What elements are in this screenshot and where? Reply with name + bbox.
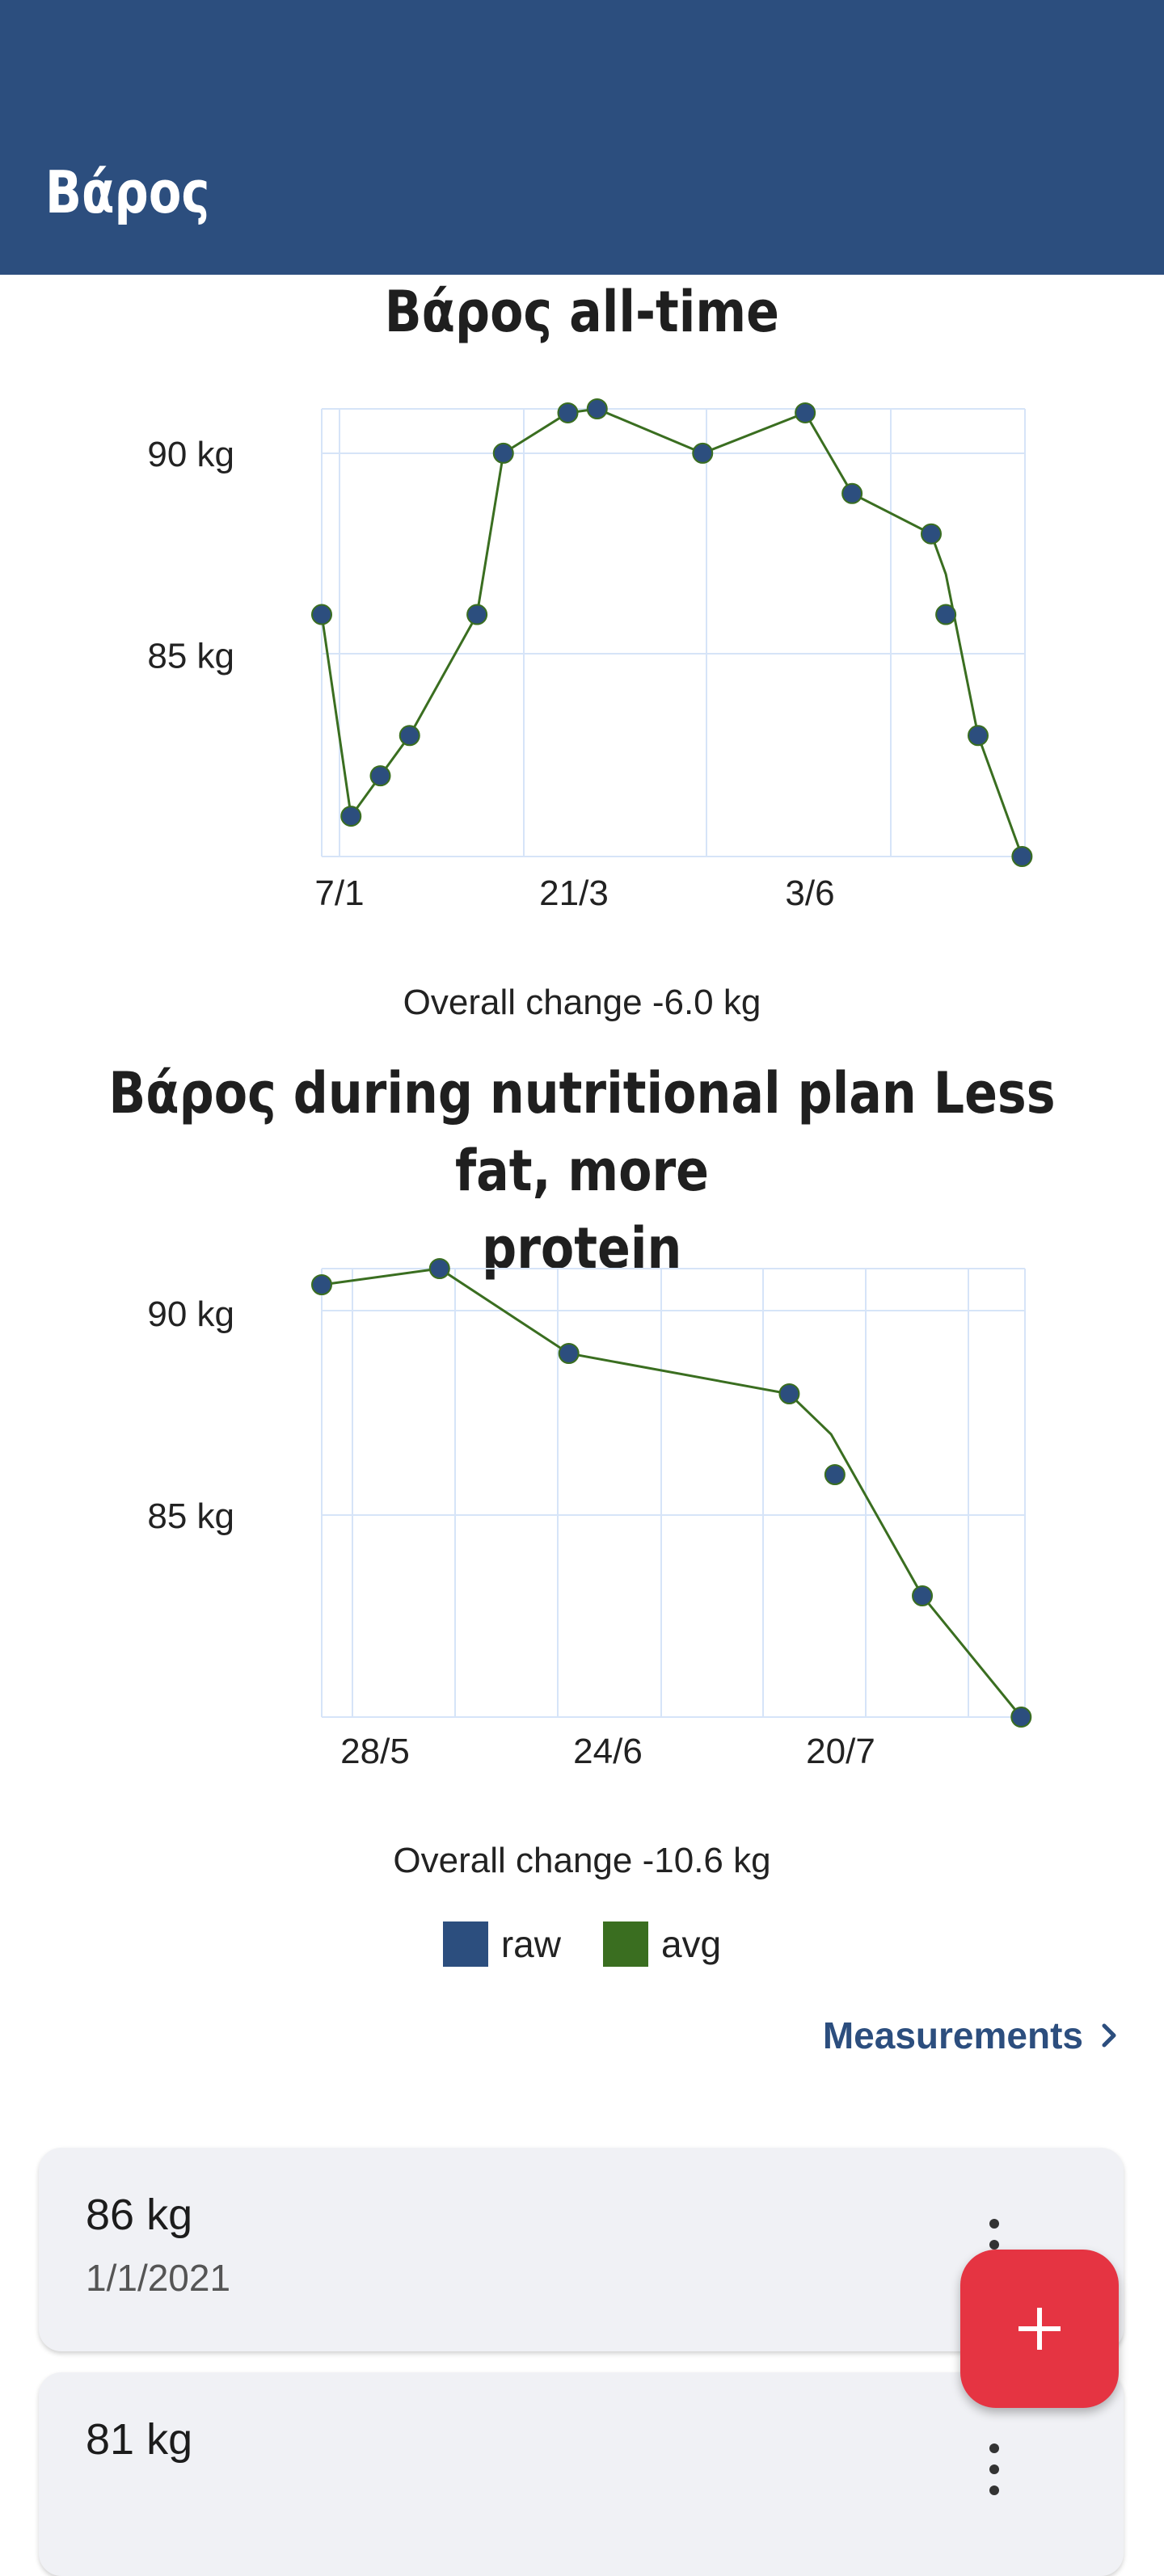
legend-item-avg: avg xyxy=(602,1921,722,1967)
more-vert-icon[interactable] xyxy=(986,2443,1002,2508)
legend-label-avg: avg xyxy=(660,1923,722,1965)
data-point-raw xyxy=(968,725,989,747)
data-point-raw xyxy=(311,1274,332,1295)
legend-swatch-avg xyxy=(602,1921,648,1967)
data-point-raw xyxy=(369,765,391,787)
data-point-raw xyxy=(558,1343,580,1364)
weight-plan-chart: 85 kg 90 kg 28/5 24/6 20/7 xyxy=(147,1258,1032,1771)
y-tick-label: 90 kg xyxy=(147,435,234,474)
series-line-avg xyxy=(320,407,1023,857)
app-bar: Βάρος xyxy=(0,0,1164,275)
data-point-raw xyxy=(824,1464,846,1485)
data-point-raw xyxy=(1011,846,1033,867)
x-tick-label: 20/7 xyxy=(806,1732,875,1771)
chart-title-all-time: Βάρος all-time xyxy=(384,279,780,345)
measurement-value: 81 kg xyxy=(86,2415,193,2464)
data-point-raw xyxy=(557,402,579,423)
chart-title-nutritional-plan: Βάρος during nutritional plan Less fat, … xyxy=(108,1060,1056,1282)
measurements-link-label: Measurements xyxy=(822,2014,1083,2056)
overall-change-plan: Overall change -10.6 kg xyxy=(393,1841,771,1880)
data-point-raw xyxy=(428,1258,450,1279)
data-point-raw xyxy=(1010,1707,1032,1728)
x-tick-label: 28/5 xyxy=(340,1732,410,1771)
chart-legend: raw avg xyxy=(0,1921,1164,1967)
series-line-avg xyxy=(321,1267,1023,1718)
x-tick-label: 7/1 xyxy=(314,873,364,913)
legend-swatch-raw xyxy=(442,1921,488,1967)
data-point-raw xyxy=(311,604,332,625)
x-tick-label: 21/3 xyxy=(539,873,609,913)
y-tick-label: 85 kg xyxy=(147,636,234,676)
data-point-raw xyxy=(466,604,488,625)
data-point-raw xyxy=(692,442,714,464)
add-measurement-button[interactable] xyxy=(960,2250,1119,2408)
measurement-value: 86 kg xyxy=(86,2191,193,2239)
measurement-card[interactable]: 81 kg xyxy=(39,2372,1124,2576)
data-point-raw xyxy=(340,806,362,827)
measurements-link[interactable]: Measurements xyxy=(823,2014,1122,2057)
overall-change-all-time: Overall change -6.0 kg xyxy=(403,983,761,1022)
data-point-raw xyxy=(921,523,942,545)
data-point-raw xyxy=(912,1585,934,1606)
y-tick-label: 85 kg xyxy=(147,1496,234,1536)
legend-label-raw: raw xyxy=(500,1923,561,1965)
data-point-raw xyxy=(778,1383,800,1404)
weight-all-time-chart: 85 kg 90 kg 7/1 21/3 3/6 xyxy=(147,398,1033,913)
data-point-raw xyxy=(399,725,420,747)
page-title: Βάρος xyxy=(45,158,210,226)
x-tick-label: 3/6 xyxy=(785,873,834,913)
y-tick-label: 90 kg xyxy=(147,1294,234,1334)
measurement-card[interactable]: 86 kg 1/1/2021 xyxy=(39,2148,1124,2351)
chart-grid xyxy=(321,1268,1026,1718)
data-point-raw xyxy=(935,604,957,625)
data-point-raw xyxy=(586,398,608,419)
chart-grid xyxy=(321,408,1026,857)
x-tick-label: 24/6 xyxy=(573,1732,643,1771)
data-point-raw xyxy=(841,482,863,504)
plus-icon xyxy=(1018,2308,1061,2350)
legend-item-raw: raw xyxy=(442,1921,561,1967)
data-point-raw xyxy=(492,442,514,464)
data-point-raw xyxy=(795,402,816,423)
measurement-date: 1/1/2021 xyxy=(86,2257,231,2299)
chevron-right-icon xyxy=(1102,2023,1116,2048)
